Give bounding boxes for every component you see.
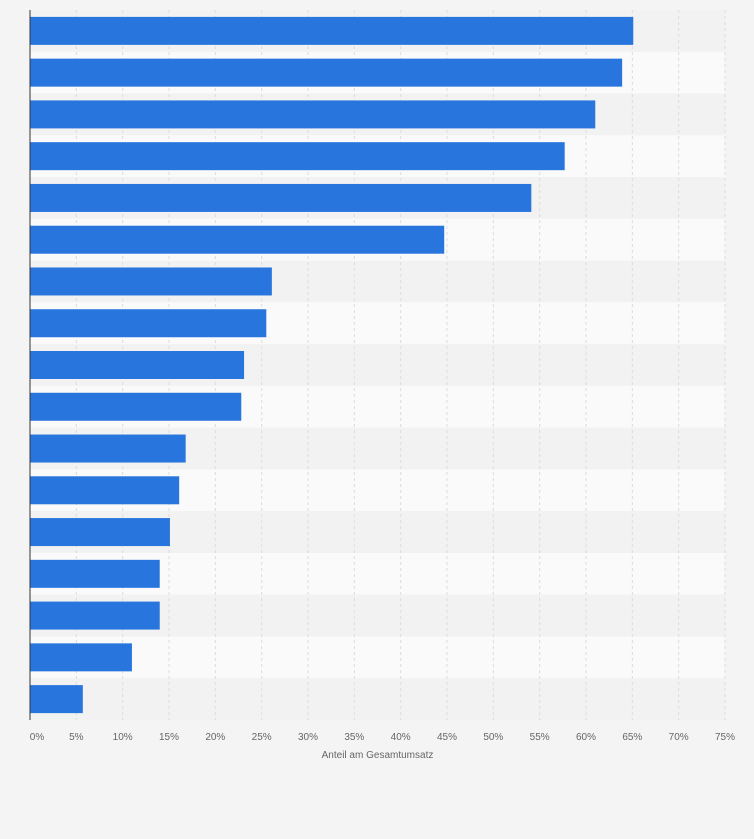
bar[interactable] [30,685,83,714]
bar[interactable] [30,225,445,254]
x-tick-label: 60% [576,732,596,743]
bar[interactable] [30,476,180,505]
x-tick-label: 55% [530,732,550,743]
bars [30,16,634,714]
row-stripe [30,678,725,720]
x-tick-label: 20% [205,732,225,743]
x-tick-label: 25% [252,732,272,743]
x-tick-label: 45% [437,732,457,743]
x-tick-label: 75% [715,732,735,743]
x-tick-label: 50% [483,732,503,743]
x-tick-label: 15% [159,732,179,743]
bar[interactable] [30,100,596,129]
bar[interactable] [30,559,160,588]
x-axis-title: Anteil am Gesamtumsatz [322,750,434,761]
bar[interactable] [30,601,160,630]
bar[interactable] [30,183,532,212]
x-tick-label: 35% [344,732,364,743]
row-stripe [30,636,725,679]
bar[interactable] [30,434,186,463]
x-tick-labels: 0% 5% 10% 15% 20% 25% 30% 35% 40% 45% 50% 55% 60% 65%… [30,732,735,743]
x-tick-label: 0% [30,732,45,743]
x-tick-label: 70% [669,732,689,743]
bar[interactable] [30,392,242,421]
bar[interactable] [30,351,245,379]
x-tick-label: 10% [113,732,133,743]
bar[interactable] [30,16,634,45]
bar[interactable] [30,518,170,547]
x-tick-label: 65% [622,732,642,743]
x-tick-label: 5% [69,732,84,743]
x-tick-label: 30% [298,732,318,743]
x-tick-label: 40% [391,732,411,743]
bar[interactable] [30,267,272,296]
bar[interactable] [30,58,623,87]
bar[interactable] [30,142,565,171]
bar[interactable] [30,643,132,672]
bar[interactable] [30,309,267,338]
